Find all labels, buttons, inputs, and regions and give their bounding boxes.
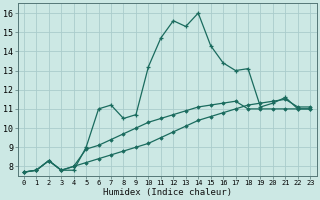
X-axis label: Humidex (Indice chaleur): Humidex (Indice chaleur) bbox=[103, 188, 232, 197]
